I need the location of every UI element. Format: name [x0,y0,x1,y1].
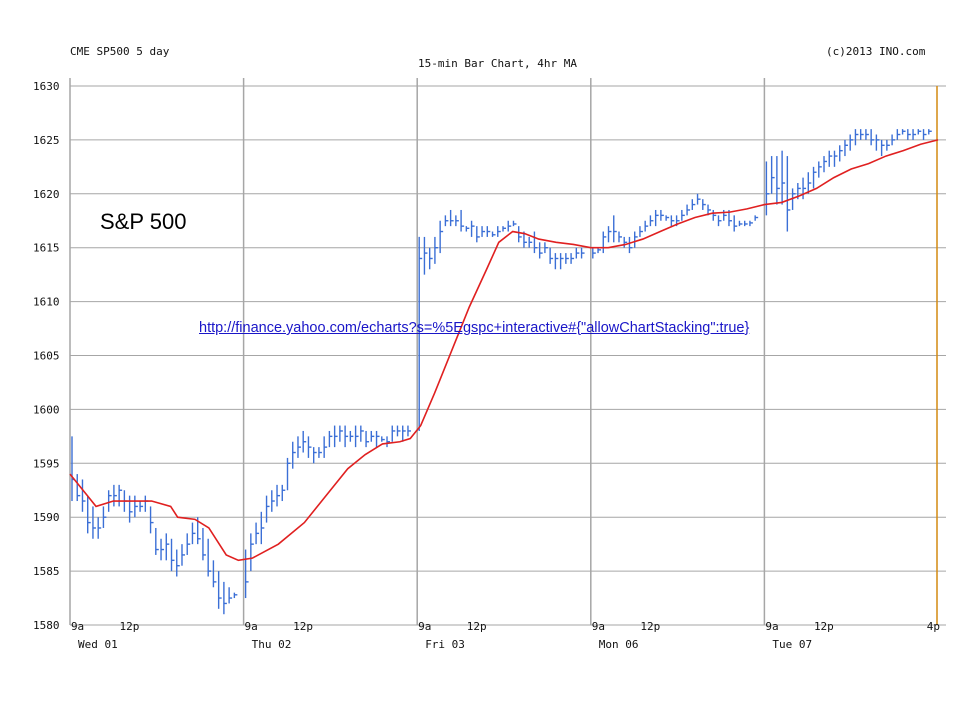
y-tick-label: 1625 [33,134,60,147]
x-tick-label: 12p [293,620,313,633]
x-tick-label: 12p [120,620,140,633]
y-tick-label: 1600 [33,403,60,416]
x-tick-label: 12p [640,620,660,633]
chart-title: CME SP500 5 day [70,45,170,58]
x-tick-label: 12p [467,620,487,633]
x-tick-label: 9a [418,620,431,633]
x-tick-label: 9a [71,620,84,633]
y-tick-label: 1590 [33,511,60,524]
chart-copyright: (c)2013 INO.com [826,45,926,58]
day-label: Mon 06 [599,638,639,651]
x-tick-label: 9a [245,620,258,633]
y-tick-label: 1580 [33,619,60,632]
x-tick-label: 12p [814,620,834,633]
day-label: Fri 03 [425,638,465,651]
y-tick-label: 1630 [33,80,60,93]
y-tick-label: 1595 [33,457,60,470]
y-tick-label: 1605 [33,350,60,363]
moving-average-line [69,139,939,562]
day-label: Thu 02 [252,638,292,651]
y-tick-label: 1615 [33,242,60,255]
day-label: Tue 07 [772,638,812,651]
chart-subtitle: 15-min Bar Chart, 4hr MA [418,57,577,70]
day-label: Wed 01 [78,638,118,651]
overlay-title: S&P 500 [100,209,187,234]
plot-area: 1580 1585 1590 1595 1600 1605 1610 1615 1620 1625… [33,78,946,651]
y-tick-label: 1620 [33,188,60,201]
x-tick-label: 9a [765,620,778,633]
x-tick-label: 4p [927,620,940,633]
yahoo-chart-link[interactable]: http://finance.yahoo.com/echarts?s=%5Egs… [199,320,750,336]
y-tick-label: 1585 [33,565,60,578]
x-tick-label: 9a [592,620,605,633]
y-tick-label: 1610 [33,296,60,309]
